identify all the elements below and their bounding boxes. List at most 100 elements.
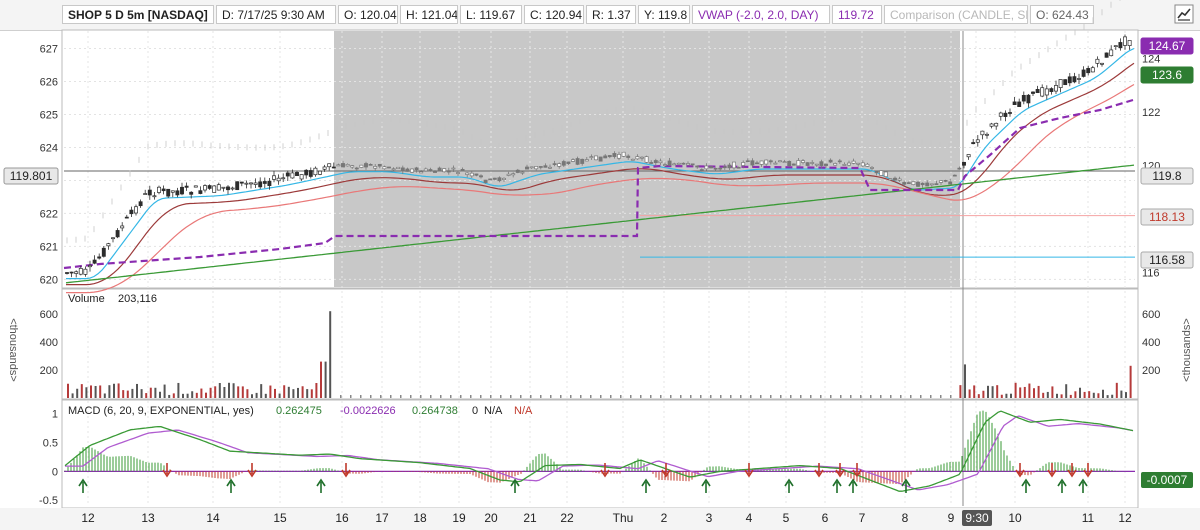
candle-body (801, 160, 805, 163)
candle-body (847, 162, 851, 166)
volume-bar (1056, 393, 1058, 398)
volume-bar-ah (520, 395, 522, 398)
candle-body (778, 160, 782, 163)
candle-body (166, 188, 171, 197)
candle-body (235, 181, 240, 191)
symbol-field[interactable]: SHOP 5 D 5m [NASDAQ] (62, 5, 214, 24)
volume-bar (1014, 382, 1017, 398)
candle-body (502, 177, 506, 180)
volume-bar (264, 393, 267, 398)
candle-body (538, 166, 543, 168)
candle-body (658, 160, 663, 164)
x-axis-bar (0, 508, 1200, 530)
candle-body (856, 162, 861, 165)
candle-body (515, 169, 520, 173)
candles (65, 0, 1132, 278)
volume-bar (67, 383, 69, 398)
volume-bar-ah (450, 395, 452, 398)
volume-bar-ah (690, 395, 692, 398)
macd-zero: 0 (472, 405, 478, 417)
candle-body (998, 112, 1003, 117)
volume-bar (209, 387, 212, 398)
candle-body (258, 181, 263, 188)
candle-body (939, 180, 943, 183)
candle-body (1109, 49, 1114, 57)
candle-body (966, 154, 971, 158)
candle-body (1021, 95, 1026, 102)
volume-bar-ah (720, 395, 722, 398)
volume-bar-ah (470, 395, 472, 398)
candle-body (732, 161, 736, 169)
volume-bar (297, 387, 299, 398)
candle-body (929, 183, 934, 186)
candle-body (612, 153, 617, 157)
candle-body (1100, 62, 1104, 65)
candle-body (147, 189, 152, 196)
chart-settings-icon[interactable] (1174, 4, 1194, 24)
candle-body (184, 185, 189, 188)
macd-lines (64, 410, 1135, 492)
candle-body (101, 247, 106, 257)
volume-bar (122, 390, 125, 398)
volume-bar (191, 391, 194, 398)
candle-body (304, 169, 309, 176)
candle-body (1017, 101, 1022, 107)
volume-bar (237, 386, 240, 398)
candle-body (253, 182, 258, 185)
candle-body (897, 178, 902, 181)
candle-body (791, 163, 796, 166)
candle-body (479, 175, 483, 178)
candle-body (750, 160, 755, 166)
candle-body (768, 160, 773, 163)
volume-bar-ah (680, 395, 682, 398)
volume-unit-left: <thousands> (7, 318, 19, 382)
volume-bar-ah (660, 395, 662, 398)
macd-diff: 0.264738 (412, 405, 458, 417)
candle-body (796, 160, 801, 167)
volume-bar (283, 385, 286, 398)
macd-up-arrow-icon (1021, 478, 1031, 487)
x-axis-label: 10 (1008, 511, 1022, 525)
candle-body (189, 191, 194, 195)
candle-body (755, 162, 759, 165)
volume-bar-ah (930, 395, 932, 398)
candle-body (1077, 78, 1081, 80)
open-field: O: 120.04 (338, 5, 398, 24)
candle-body (65, 272, 69, 274)
x-axis-label: 16 (335, 511, 349, 525)
comparison-label: Comparison (CANDLE, SPY) (884, 5, 1028, 24)
volume-bar (251, 394, 253, 398)
macd-down-arrow-icon (835, 469, 845, 478)
macd-up-arrow-icon (1078, 478, 1088, 487)
candle-body (198, 190, 203, 194)
volume-bar-ah (880, 395, 882, 398)
candle-body (230, 187, 235, 190)
volume-bar (1097, 393, 1100, 398)
volume-bar (1000, 394, 1003, 398)
candle-body (124, 216, 129, 219)
candle-body (428, 169, 433, 172)
low-field: L: 119.67 (460, 5, 522, 24)
candle-body (980, 130, 985, 136)
volume-bar (1033, 388, 1035, 398)
macd-tick: -0.5 (39, 495, 58, 507)
candle-body (433, 171, 437, 173)
candle-body (630, 158, 635, 161)
volume-bar (136, 383, 138, 398)
volume-bar-ah (550, 395, 552, 398)
ma-cyan-line (66, 47, 1135, 280)
volume-bar-ah (440, 395, 442, 398)
candle-body (888, 178, 893, 181)
price-badge-label: 124.67 (1149, 39, 1186, 53)
candle-body (1113, 45, 1118, 48)
volume-bar (99, 385, 102, 398)
volume-bar (991, 386, 994, 398)
candle-body (1058, 79, 1063, 88)
candle-body (1081, 69, 1086, 77)
volume-bar-ah (810, 395, 812, 398)
volume-bar (1102, 389, 1104, 398)
price-badge (1140, 37, 1194, 55)
macd-tick: 0 (52, 466, 58, 478)
left-axis-tick: 625 (40, 109, 58, 121)
